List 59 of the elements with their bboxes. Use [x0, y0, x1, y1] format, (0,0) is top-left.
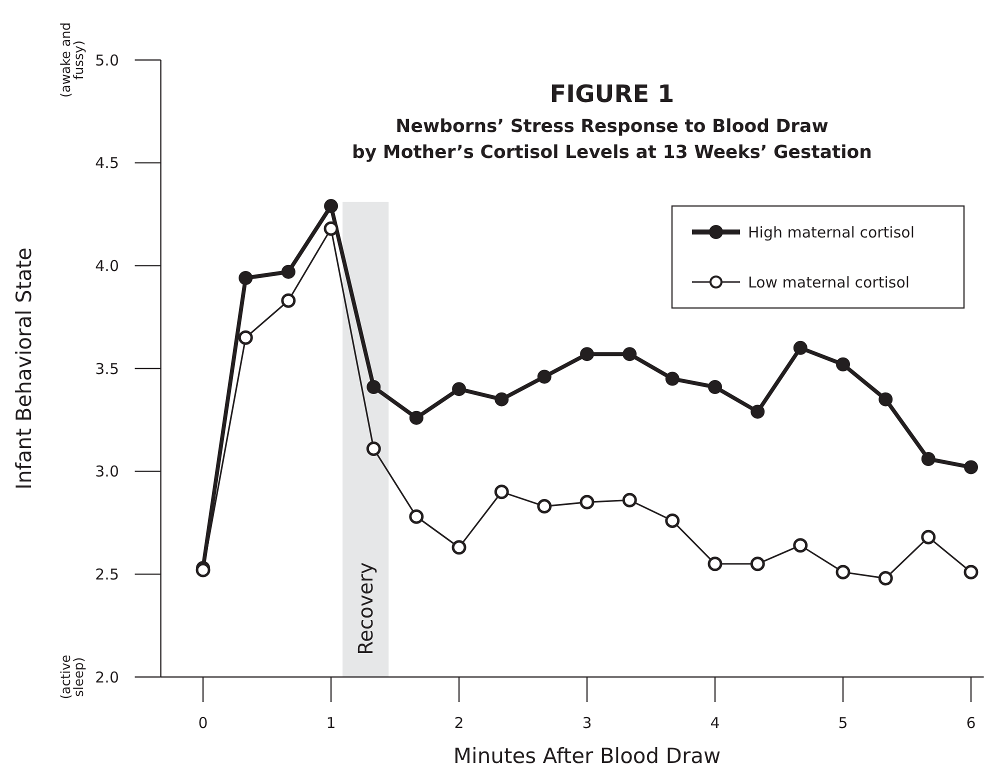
point [665, 513, 680, 528]
y-tick-label: 4.5 [95, 154, 119, 172]
point [366, 380, 381, 394]
point [409, 509, 424, 524]
text: Newborns’ Stress Response to Blood Draw by Mother’s Cortisol Levels at 13 Weeks’ Gestation [352, 116, 872, 163]
point [366, 441, 381, 456]
text: FIGURE 1 [550, 80, 674, 108]
point [964, 460, 978, 474]
point [836, 564, 850, 580]
legend-label: Low maternal cortisol [748, 273, 910, 292]
point [921, 530, 936, 544]
point [878, 571, 893, 586]
point [452, 540, 466, 555]
x-tick-label: 6 [966, 714, 976, 732]
y-tick-label: 2.5 [95, 565, 119, 584]
text: (active sleep) [59, 654, 87, 700]
point [452, 382, 466, 396]
y-tick-label: 3.5 [95, 360, 119, 378]
point [537, 370, 552, 384]
point [708, 380, 722, 394]
x-tick-label: 3 [582, 714, 592, 732]
text: (awake and fussy) [59, 22, 87, 98]
point [622, 347, 637, 362]
point [324, 221, 338, 236]
point [750, 556, 765, 572]
point [580, 494, 594, 510]
point [708, 556, 722, 572]
x-tick-label: 4 [710, 714, 720, 732]
point [836, 357, 850, 372]
point [238, 271, 253, 286]
point [964, 564, 978, 580]
x-tick-label: 0 [198, 714, 208, 732]
point [580, 347, 594, 362]
point [324, 199, 338, 214]
point [409, 410, 424, 425]
point [750, 404, 765, 419]
point [238, 330, 253, 345]
point [622, 492, 637, 508]
x-tick-label: 5 [838, 714, 848, 732]
y-tick-label: 3.0 [95, 462, 119, 481]
point [281, 293, 296, 308]
point [494, 392, 509, 406]
point [878, 392, 893, 406]
point [494, 484, 509, 500]
y-tick-label: 2.0 [95, 668, 119, 686]
y-axis-title: Infant Behavioral State [12, 247, 36, 490]
legend-label: High maternal cortisol [748, 223, 914, 242]
point [281, 264, 296, 279]
x-axis-title: Minutes After Blood Draw [453, 744, 721, 768]
point [921, 452, 936, 466]
y-tick-label: 4.0 [95, 256, 119, 275]
y-tick-label: 5.0 [95, 51, 119, 70]
x-tick-label: 1 [326, 714, 336, 732]
point [665, 372, 680, 386]
point [793, 538, 808, 553]
point [793, 340, 808, 355]
point [537, 499, 552, 514]
x-tick-label: 2 [454, 714, 464, 732]
band-label: Recovery [354, 562, 378, 655]
